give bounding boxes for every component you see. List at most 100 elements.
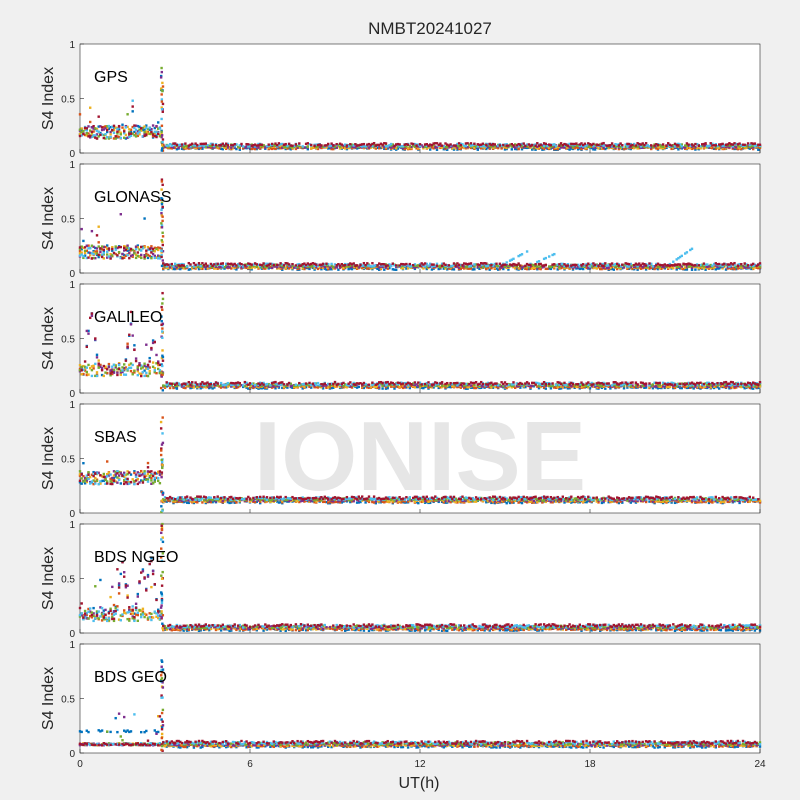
data-point xyxy=(253,262,257,265)
data-point xyxy=(558,263,561,266)
data-point xyxy=(134,245,138,248)
data-point xyxy=(610,146,614,150)
data-point xyxy=(684,144,687,147)
data-point xyxy=(401,144,405,148)
data-point xyxy=(116,246,119,250)
data-point xyxy=(361,143,364,146)
data-point xyxy=(712,262,716,266)
data-point xyxy=(702,267,706,270)
data-point xyxy=(168,263,172,266)
data-point xyxy=(129,362,133,365)
data-point xyxy=(423,385,427,389)
data-point xyxy=(124,137,128,140)
data-point xyxy=(100,253,104,257)
data-point xyxy=(483,261,486,265)
data-point xyxy=(678,265,682,268)
data-point xyxy=(262,386,265,390)
y-tick-label: 0.5 xyxy=(61,95,75,106)
data-point xyxy=(746,142,750,145)
data-point xyxy=(184,144,187,148)
data-point xyxy=(622,266,626,269)
data-point xyxy=(308,383,311,387)
data-point xyxy=(90,135,94,139)
data-point xyxy=(257,263,260,267)
data-point xyxy=(476,265,479,269)
data-point xyxy=(310,147,313,150)
data-point xyxy=(413,383,417,387)
data-point xyxy=(126,342,129,345)
data-point xyxy=(316,143,320,147)
data-point xyxy=(384,146,388,149)
data-point xyxy=(663,145,666,148)
data-point xyxy=(663,267,666,270)
data-point xyxy=(250,266,253,270)
data-point xyxy=(100,245,104,248)
data-point xyxy=(561,262,564,266)
data-point xyxy=(675,268,678,271)
data-point xyxy=(622,387,626,390)
data-point xyxy=(265,262,269,266)
data-point xyxy=(548,147,551,151)
data-point xyxy=(214,143,218,147)
data-point xyxy=(750,385,753,388)
data-point xyxy=(726,263,729,266)
data-point xyxy=(381,387,384,390)
data-point xyxy=(633,386,636,389)
data-point xyxy=(689,264,692,268)
data-point xyxy=(738,145,741,148)
data-point xyxy=(308,267,311,271)
data-point xyxy=(325,263,328,267)
data-point xyxy=(92,134,95,137)
data-point xyxy=(480,261,483,265)
data-point xyxy=(252,384,255,388)
data-point xyxy=(146,130,150,134)
data-point xyxy=(491,146,495,149)
data-point xyxy=(145,367,148,370)
data-point xyxy=(678,386,682,390)
data-point xyxy=(128,247,131,250)
data-point xyxy=(626,386,629,389)
data-point xyxy=(711,146,714,150)
data-point xyxy=(457,263,461,267)
data-points xyxy=(78,178,762,271)
data-point xyxy=(728,145,731,149)
data-point xyxy=(643,264,646,268)
data-point xyxy=(209,144,213,147)
data-point xyxy=(107,127,111,130)
data-point xyxy=(580,385,583,388)
data-point xyxy=(556,384,559,387)
data-point xyxy=(327,266,330,269)
data-point xyxy=(304,385,308,389)
data-point xyxy=(639,143,643,146)
data-point xyxy=(497,144,500,147)
data-point xyxy=(488,147,491,150)
data-point xyxy=(418,384,422,387)
data-point xyxy=(97,245,100,248)
data-point xyxy=(544,146,547,149)
data-point xyxy=(551,265,554,269)
data-point xyxy=(699,265,702,268)
data-point xyxy=(531,267,534,270)
data-point xyxy=(335,146,338,149)
data-point xyxy=(104,127,107,130)
data-point xyxy=(381,384,384,388)
data-point xyxy=(678,143,682,146)
data-point xyxy=(522,145,525,149)
data-point xyxy=(128,363,131,367)
data-point xyxy=(712,144,716,147)
data-point xyxy=(95,371,99,374)
data-point xyxy=(226,262,230,265)
data-point xyxy=(350,146,354,150)
data-point xyxy=(369,265,372,268)
data-point xyxy=(253,143,257,146)
data-point xyxy=(338,264,342,267)
data-point xyxy=(614,146,617,149)
data-point xyxy=(582,386,585,389)
data-point xyxy=(131,125,134,129)
data-point xyxy=(342,266,345,270)
data-point xyxy=(542,144,546,148)
data-point xyxy=(260,144,264,148)
data-point xyxy=(289,265,292,268)
data-point xyxy=(179,267,182,271)
data-point xyxy=(174,142,177,145)
